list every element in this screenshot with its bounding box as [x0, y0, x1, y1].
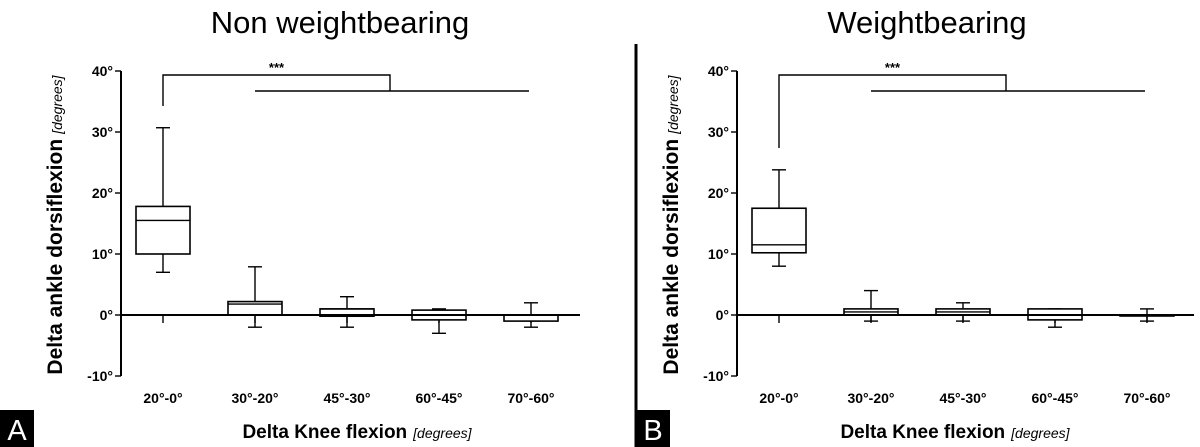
y-tick-labels: -10° 0° 10° 20° 30° 40° — [703, 63, 737, 384]
box-plot-3 — [319, 296, 375, 328]
bracket-main — [778, 74, 1007, 148]
y-tick-labels: -10° 0° 10° 20° 30° 40° — [87, 63, 121, 384]
box-plot-3 — [935, 302, 991, 322]
y-tick-label: 0° — [100, 307, 113, 323]
x-tick-label: 60°-45° — [415, 390, 462, 406]
y-tick-label: 10° — [92, 246, 113, 262]
x-tick-labels: 20°-0° 30°-20° 45°-30° 60°-45° 70°-60° — [143, 315, 555, 406]
x-axis-label: Delta Knee flexion [degrees] — [840, 422, 1070, 443]
box-iqr — [751, 207, 807, 254]
box-plots — [135, 127, 559, 334]
box-plot-4 — [1027, 308, 1083, 328]
y-tick-label: 20° — [92, 185, 113, 201]
x-tick-label: 30°-20° — [847, 390, 894, 406]
panel-weightbearing: Weightbearing Delta ankle dorsiflexion[d… — [636, 5, 1194, 447]
box-plots — [751, 169, 1175, 328]
panel-letter-background — [0, 410, 34, 447]
y-tick-label: 30° — [708, 124, 729, 140]
x-tick-label: 20°-0° — [143, 390, 182, 406]
x-tick-label: 60°-45° — [1031, 390, 1078, 406]
bracket-main — [162, 74, 391, 106]
y-axis-label: Delta ankle dorsiflexion[degrees] — [660, 74, 683, 374]
panel-letter: B — [643, 415, 662, 447]
y-tick-label: 10° — [708, 246, 729, 262]
box-plot-1 — [135, 127, 191, 273]
x-axis-label: Delta Knee flexion [degrees] — [242, 422, 472, 443]
y-tick-label: -10° — [87, 368, 113, 384]
chart-title: Non weightbearing — [211, 5, 470, 40]
x-tick-label: 45°-30° — [939, 390, 986, 406]
y-tick-label: 0° — [716, 307, 729, 323]
box-plot-2 — [227, 266, 283, 328]
x-tick-label: 20°-0° — [759, 390, 798, 406]
significance-bracket: *** — [778, 60, 1145, 148]
y-tick-label: 40° — [708, 63, 729, 79]
significance-bracket: *** — [162, 60, 529, 106]
y-tick-label: 30° — [92, 124, 113, 140]
panel-non-weightbearing: Non weightbearing Delta ankle dorsiflexi… — [0, 5, 580, 447]
x-tick-label: 30°-20° — [231, 390, 278, 406]
significance-label: *** — [269, 60, 285, 75]
x-tick-label: 45°-30° — [323, 390, 370, 406]
panel-letter: A — [7, 415, 27, 447]
significance-label: *** — [885, 60, 901, 75]
box-plot-2 — [843, 289, 899, 322]
x-tick-label: 70°-60° — [1123, 390, 1170, 406]
y-tick-label: 40° — [92, 63, 113, 79]
x-tick-label: 70°-60° — [507, 390, 554, 406]
chart-title: Weightbearing — [827, 5, 1026, 40]
box-iqr — [135, 205, 191, 255]
y-tick-label: -10° — [703, 368, 729, 384]
panel-letter-background — [636, 410, 670, 447]
x-tick-labels: 20°-0° 30°-20° 45°-30° 60°-45° 70°-60° — [759, 315, 1171, 406]
box-plot-1 — [751, 169, 807, 267]
y-tick-label: 20° — [708, 185, 729, 201]
y-axis-label: Delta ankle dorsiflexion[degrees] — [44, 74, 67, 374]
box-plot-4 — [411, 308, 467, 334]
